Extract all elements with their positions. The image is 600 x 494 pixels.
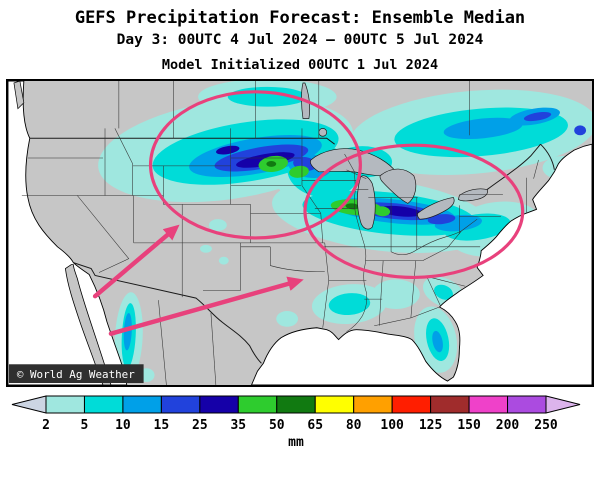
- colorbar-tick-label: 80: [346, 418, 362, 433]
- colorbar-segment: [199, 395, 239, 414]
- colorbar-segment: [45, 395, 85, 414]
- vancouver-island: [13, 81, 25, 110]
- colorbar-segment: [314, 395, 355, 414]
- colorbar-under-arrow: [11, 395, 47, 414]
- lake-huron: [379, 168, 417, 204]
- valid-period-subtitle: Day 3: 00UTC 4 Jul 2024 — 00UTC 5 Jul 20…: [116, 32, 484, 48]
- lake-erie: [417, 197, 455, 220]
- trajectory-arrow-midwest: [108, 276, 304, 336]
- us-canada-border-east: [486, 143, 555, 190]
- colorbar-segment: [83, 395, 124, 414]
- us-mexico-border: [73, 262, 262, 364]
- colorbar-segment: [507, 395, 547, 414]
- great-lakes: [301, 82, 488, 230]
- colorbar-over-arrow: [545, 395, 581, 414]
- us-canada-border: [29, 137, 335, 145]
- colorbar-tick-label: 10: [115, 418, 131, 433]
- precip-layer-50-65mm: [266, 160, 360, 210]
- colorbar-tick-label: 5: [81, 418, 89, 433]
- colorbar-segment: [430, 395, 470, 414]
- lake-of-the-woods: [318, 128, 328, 137]
- pacific-ocean: [8, 81, 128, 385]
- colorbar-tick-label: 35: [230, 418, 246, 433]
- map-svg: © World Ag Weather: [8, 81, 592, 385]
- watermark-text: © World Ag Weather: [17, 368, 135, 381]
- colorbar-units-label: mm: [288, 435, 304, 449]
- state-borders: [21, 81, 539, 385]
- lake-ontario: [457, 188, 488, 202]
- colorbar-tick-label: 50: [269, 418, 285, 433]
- colorbar-segment: [468, 395, 509, 414]
- colorbar-segment: [122, 395, 162, 414]
- colorbar-tick-label: 100: [380, 418, 404, 433]
- colorbar-segment: [276, 395, 316, 414]
- colorbar-segment: [391, 395, 432, 414]
- colorbar-tick-label: 2: [42, 418, 50, 433]
- colorbar-segment: [237, 395, 278, 414]
- colorbar-tick-label: 25: [192, 418, 208, 433]
- gulf-atlantic-ocean: [251, 143, 592, 385]
- colorbar-tick-label: 250: [534, 418, 558, 433]
- colorbar-tick-label: 65: [307, 418, 323, 433]
- colorbar-tick-label: 200: [496, 418, 520, 433]
- highlight-ellipse-northern-plains: [148, 90, 362, 240]
- trajectory-arrow-northern: [92, 224, 180, 299]
- baja-california: [64, 264, 112, 385]
- highlight-ellipse-midwest: [303, 143, 525, 279]
- colorbar-tick-label: 150: [457, 418, 481, 433]
- colorbar-tick-label: 15: [154, 418, 170, 433]
- colorbar: 2 5 10 15 25 35 50 65 80 100 125 150 200 250 mm: [0, 393, 600, 453]
- model-init-subtitle: Model Initialized 00UTC 1 Jul 2024: [161, 57, 439, 73]
- colorbar-segment: [160, 395, 201, 414]
- colorbar-tick-label: 125: [419, 418, 442, 433]
- lake-michigan: [357, 175, 376, 230]
- analyst-annotations: [92, 90, 525, 336]
- colorbar-segment: [353, 395, 393, 414]
- forecast-map: © World Ag Weather: [6, 79, 594, 387]
- page-title: GEFS Precipitation Forecast: Ensemble Me…: [74, 8, 526, 28]
- watermark-bg: [8, 364, 144, 384]
- national-borders: [29, 137, 555, 364]
